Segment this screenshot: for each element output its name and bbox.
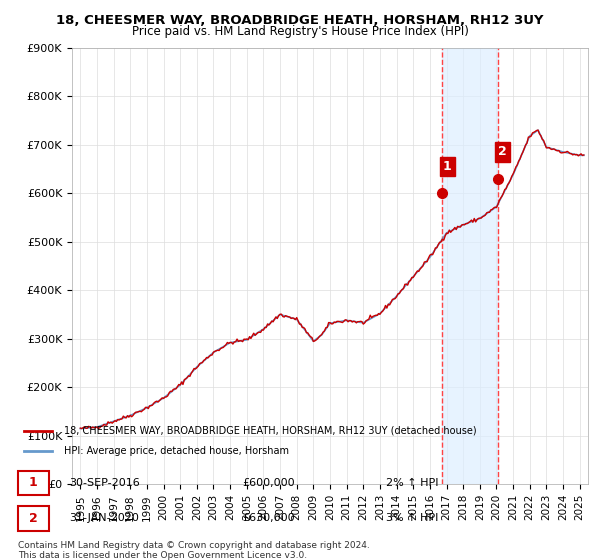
Text: £630,000: £630,000 bbox=[242, 514, 295, 523]
Text: 1: 1 bbox=[443, 160, 452, 173]
Bar bbox=[442, 48, 498, 484]
Text: 2: 2 bbox=[29, 512, 38, 525]
FancyBboxPatch shape bbox=[18, 470, 49, 496]
Text: Contains HM Land Registry data © Crown copyright and database right 2024.
This d: Contains HM Land Registry data © Crown c… bbox=[18, 541, 370, 560]
Text: 18, CHEESMER WAY, BROADBRIDGE HEATH, HORSHAM, RH12 3UY (detached house): 18, CHEESMER WAY, BROADBRIDGE HEATH, HOR… bbox=[64, 426, 476, 436]
Text: 18, CHEESMER WAY, BROADBRIDGE HEATH, HORSHAM, RH12 3UY: 18, CHEESMER WAY, BROADBRIDGE HEATH, HOR… bbox=[56, 14, 544, 27]
Text: 30-SEP-2016: 30-SEP-2016 bbox=[70, 478, 140, 488]
Text: 3% ↑ HPI: 3% ↑ HPI bbox=[386, 514, 439, 523]
Text: Price paid vs. HM Land Registry's House Price Index (HPI): Price paid vs. HM Land Registry's House … bbox=[131, 25, 469, 38]
Text: 2: 2 bbox=[499, 146, 507, 158]
Text: 31-JAN-2020: 31-JAN-2020 bbox=[70, 514, 139, 523]
Text: HPI: Average price, detached house, Horsham: HPI: Average price, detached house, Hors… bbox=[64, 446, 289, 456]
Text: £600,000: £600,000 bbox=[242, 478, 295, 488]
Text: 2% ↑ HPI: 2% ↑ HPI bbox=[386, 478, 439, 488]
FancyBboxPatch shape bbox=[18, 506, 49, 531]
Text: 1: 1 bbox=[29, 477, 38, 489]
